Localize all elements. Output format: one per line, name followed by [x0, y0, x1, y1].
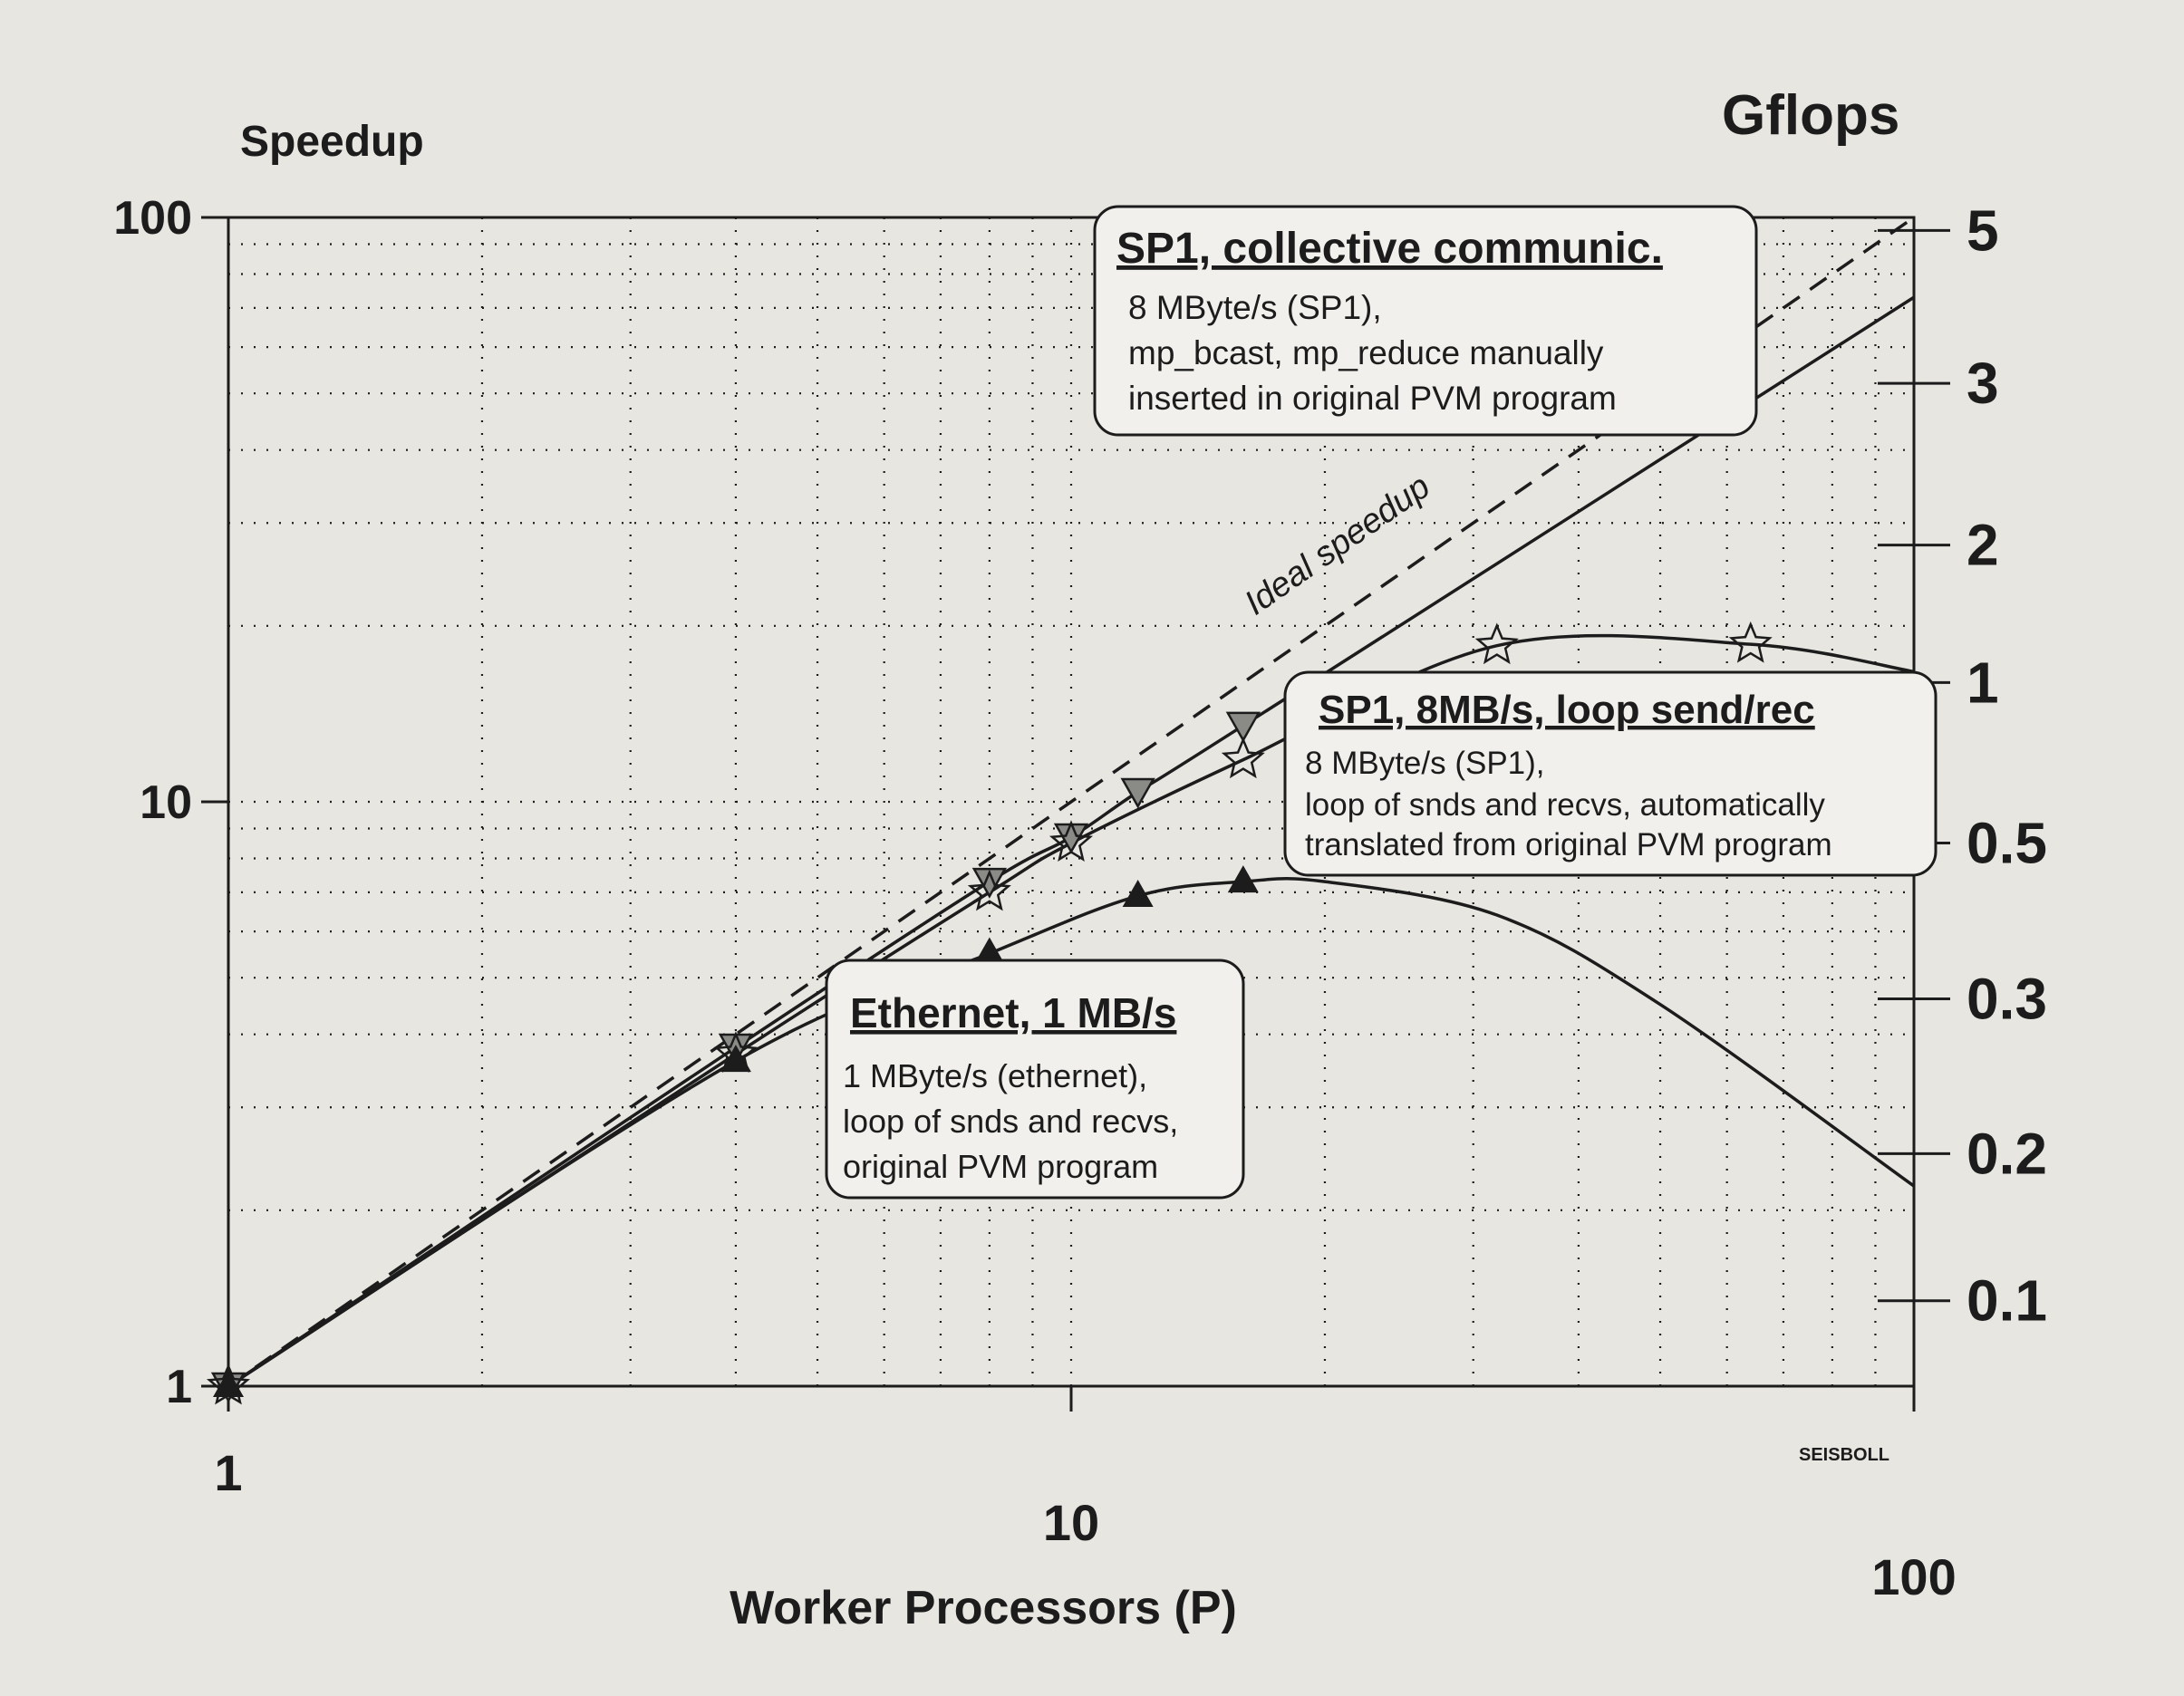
- x-tick-label: 100: [1871, 1548, 1956, 1605]
- marker-loop: [1221, 737, 1265, 779]
- annotation-loop-line-1: 8 MByte/s (SP1),: [1305, 746, 1545, 781]
- ideal-speedup-annotation: Ideal speedup: [1238, 467, 1437, 622]
- annotation-box-ethernet-frame: [825, 959, 1245, 1200]
- marker-loop: [1474, 622, 1519, 665]
- annotation-loop-line-3: translated from original PVM program: [1305, 827, 1832, 862]
- y-tick-label: 10: [140, 776, 192, 829]
- annotation-collective-line-1: 8 MByte/s (SP1),: [1128, 289, 1382, 326]
- annotation-ethernet-line-1: 1 MByte/s (ethernet),: [843, 1057, 1147, 1094]
- y2-axis-title: Gflops: [1722, 84, 1899, 147]
- marker-collective: [1225, 711, 1261, 743]
- x-tick-label: 1: [214, 1444, 242, 1501]
- marker-ethernet: [973, 937, 1005, 965]
- y2-tick-label: 2: [1967, 513, 1999, 578]
- y2-tick-label: 0.5: [1967, 811, 2047, 876]
- annotation-ethernet-line-3: original PVM program: [843, 1148, 1158, 1185]
- y-tick-label: 100: [113, 192, 192, 245]
- y2-tick-label: 0.3: [1967, 967, 2047, 1032]
- marker-loop: [1049, 820, 1094, 862]
- annotation-loop-title: SP1, 8MB/s, loop send/rec: [1319, 688, 1815, 732]
- series-markers: [206, 621, 1773, 1405]
- annotation-collective-title: SP1, collective communic.: [1116, 225, 1663, 273]
- marker-loop: [1728, 621, 1773, 663]
- annotation-loop-line-2: loop of snds and recvs, automatically: [1305, 787, 1825, 823]
- y-ticks: 1 10 100: [113, 192, 228, 1413]
- marker-loop: [967, 869, 1011, 911]
- y2-tick-label: 0.1: [1967, 1268, 2047, 1334]
- annotation-box-loop: SP1, 8MB/s, loop send/rec 8 MByte/s (SP1…: [1283, 670, 1938, 877]
- y2-tick-label: 1: [1967, 650, 1999, 715]
- y2-tick-label: 3: [1967, 351, 1999, 416]
- x-ticks: 1 10 100: [214, 1386, 1957, 1605]
- x-axis-title: Worker Processors (P): [730, 1582, 1237, 1634]
- y2-ticks: 5 3 2 1 0.5 0.3 0.2 0.1: [1878, 198, 2047, 1334]
- annotation-ethernet-title: Ethernet, 1 MB/s: [850, 989, 1176, 1036]
- annotation-box-collective: SP1, collective communic. 8 MByte/s (SP1…: [1093, 205, 1758, 437]
- annotation-ethernet-line-2: loop of snds and recvs,: [843, 1103, 1178, 1140]
- marker-ethernet: [1122, 879, 1154, 907]
- marker-ethernet: [1227, 865, 1259, 893]
- marker-ethernet: [720, 1045, 751, 1073]
- x-tick-label: 10: [1043, 1494, 1099, 1551]
- annotation-collective-line-3: inserted in original PVM program: [1128, 380, 1617, 417]
- annotation-box-ethernet: Ethernet, 1 MB/s 1 MByte/s (ethernet), l…: [825, 959, 1245, 1200]
- annotation-box-loop-frame: [1283, 670, 1938, 877]
- marker-collective: [971, 867, 1008, 899]
- annotation-collective-line-2: mp_bcast, mp_reduce manually: [1128, 334, 1604, 371]
- y2-tick-label: 5: [1967, 198, 1999, 263]
- marker-collective: [1120, 777, 1155, 809]
- marker-ethernet: [213, 1370, 244, 1397]
- annotation-box-collective-frame: [1093, 205, 1758, 437]
- y-tick-label: 1: [166, 1361, 192, 1413]
- y2-tick-label: 0.2: [1967, 1121, 2047, 1186]
- series-line-loop: [227, 633, 1915, 1388]
- y-axis-title: Speedup: [240, 118, 424, 166]
- credit-label: SEISBOLL: [1799, 1445, 1889, 1465]
- series-line-ethernet: [227, 876, 1916, 1388]
